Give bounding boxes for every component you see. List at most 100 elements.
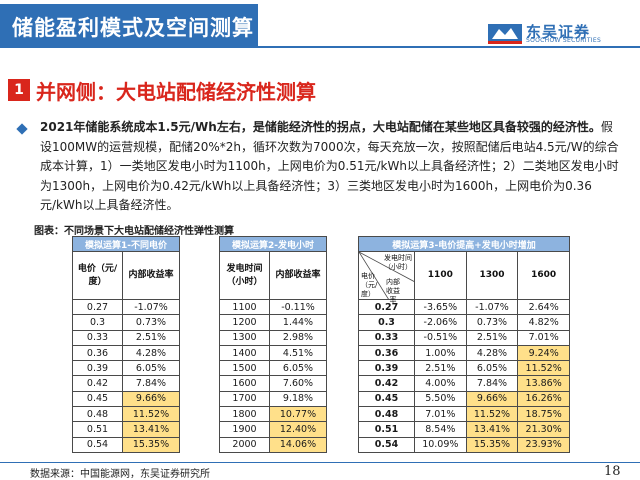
table-row: 0.39 6.05%: [72, 360, 180, 377]
irr-value: 4.51%: [269, 344, 327, 362]
row-label: 0.45: [72, 390, 123, 408]
row-label: 0.27: [72, 298, 123, 316]
irr-value: 11.52%: [465, 406, 519, 423]
irr-value: -0.51%: [414, 329, 467, 346]
table3-diag-irr: 内部收益率: [386, 278, 400, 304]
irr-value: -0.11%: [269, 298, 327, 316]
section-number-badge: 1: [8, 79, 30, 101]
irr-value: 10.09%: [414, 436, 467, 453]
data-source: 数据来源：中国能源网，东吴证券研究所: [30, 469, 210, 480]
table1-body: 0.27 -1.07% 0.3 0.73% 0.33 2.51% 0.36 4.28% 0.39…: [72, 298, 180, 453]
table-row: 0.45 5.50% 9.66% 16.26%: [358, 390, 570, 408]
table2-col-irr: 内部收益率: [269, 251, 327, 300]
irr-value: 4.00%: [414, 375, 467, 392]
header-divider: [258, 46, 640, 48]
table-row: 0.48 11.52%: [72, 406, 180, 423]
irr-value: 7.60%: [269, 375, 327, 392]
irr-value: 23.93%: [517, 436, 570, 453]
footer-divider: [0, 462, 640, 463]
table-row: 0.51 8.54% 13.41% 21.30%: [358, 421, 570, 438]
irr-value: 14.06%: [269, 436, 327, 453]
table3-body: 0.27 -3.65% -1.07% 2.64% 0.3 -2.06% 0.73% 4.82%…: [358, 298, 570, 453]
table-row: 0.36 4.28%: [72, 344, 180, 362]
paragraph-text: 假设100MW的运营规模，配储20%*2h，循环次数为7000次，每天充放一次，…: [40, 120, 619, 212]
page-number: 18: [604, 464, 621, 479]
irr-value: 9.24%: [517, 344, 570, 362]
table-row: 1900 12.40%: [219, 421, 327, 438]
simulation-table-combined: 模拟运算3-电价提高+发电小时增加 发电时间（小时） 内部收益率 电价（元/度）…: [358, 236, 570, 453]
row-label: 0.39: [358, 360, 415, 377]
table-row: 0.33 -0.51% 2.51% 7.01%: [358, 329, 570, 346]
body-paragraph: 2021年储能系统成本1.5元/Wh左右，是储能经济性的拐点，大电站配储在某些地…: [40, 118, 620, 216]
table-row: 0.27 -1.07%: [72, 298, 180, 316]
row-label: 0.33: [72, 329, 123, 346]
table3-col-1600: 1600: [517, 251, 570, 300]
row-label: 0.36: [358, 344, 415, 362]
table3-col-1300: 1300: [465, 251, 519, 300]
irr-value: 13.41%: [122, 421, 180, 438]
logo-mark-icon: [488, 24, 522, 44]
row-label: 0.3: [72, 314, 123, 331]
irr-value: 1.00%: [414, 344, 467, 362]
table-caption: 图表：不同场景下大电站配储经济性弹性测算: [34, 226, 234, 237]
irr-value: 7.84%: [122, 375, 180, 392]
table-row: 1200 1.44%: [219, 314, 327, 331]
table-row: 0.39 2.51% 6.05% 11.52%: [358, 360, 570, 377]
table-row: 0.51 13.41%: [72, 421, 180, 438]
irr-value: 6.05%: [465, 360, 519, 377]
logo-text-en: SOOCHOW SECURITIES: [526, 37, 602, 44]
table3-diagonal-header: 发电时间（小时） 内部收益率 电价（元/度）: [358, 251, 415, 304]
irr-value: 13.86%: [517, 375, 570, 392]
table-row: 1100 -0.11%: [219, 298, 327, 316]
irr-value: 18.75%: [517, 406, 570, 423]
irr-value: 8.54%: [414, 421, 467, 438]
irr-value: 6.05%: [269, 360, 327, 377]
irr-value: -3.65%: [414, 298, 467, 316]
row-label: 0.48: [72, 406, 123, 423]
table3-diag-hours: 发电时间（小时）: [384, 254, 412, 271]
table-row: 0.36 1.00% 4.28% 9.24%: [358, 344, 570, 362]
row-label: 0.33: [358, 329, 415, 346]
table2-body: 1100 -0.11% 1200 1.44% 1300 2.98% 1400 4.51% 150…: [219, 298, 327, 453]
table3-diag-price: 电价（元/度）: [361, 272, 378, 298]
irr-value: -2.06%: [414, 314, 467, 331]
table2-col-hours: 发电时间（小时）: [219, 251, 270, 300]
irr-value: -1.07%: [465, 298, 519, 316]
row-label: 1500: [219, 360, 270, 377]
table-row: 1500 6.05%: [219, 360, 327, 377]
row-label: 1800: [219, 406, 270, 423]
irr-value: 10.77%: [269, 406, 327, 423]
irr-value: 13.41%: [465, 421, 519, 438]
row-label: 0.48: [358, 406, 415, 423]
irr-value: 4.82%: [517, 314, 570, 331]
table-row: 1600 7.60%: [219, 375, 327, 392]
simulation-table-price: 模拟运算1-不同电价 电价（元/度） 内部收益率 0.27 -1.07% 0.3 0.…: [72, 236, 180, 453]
table-row: 2000 14.06%: [219, 436, 327, 453]
irr-value: 15.35%: [122, 436, 180, 453]
row-label: 1300: [219, 329, 270, 346]
irr-value: 11.52%: [122, 406, 180, 423]
irr-value: 2.98%: [269, 329, 327, 346]
row-label: 0.36: [72, 344, 123, 362]
irr-value: 2.51%: [122, 329, 180, 346]
row-label: 0.3: [358, 314, 415, 331]
irr-value: 7.84%: [465, 375, 519, 392]
row-label: 1600: [219, 375, 270, 392]
irr-value: 2.51%: [414, 360, 467, 377]
table-row: 0.42 7.84%: [72, 375, 180, 392]
row-label: 0.51: [358, 421, 415, 438]
logo-text-cn: 东吴证券: [526, 23, 591, 41]
irr-value: 15.35%: [465, 436, 519, 453]
table3-col-1100: 1100: [414, 251, 467, 300]
table-row: 0.54 10.09% 15.35% 23.93%: [358, 436, 570, 453]
row-label: 0.42: [358, 375, 415, 392]
irr-value: -1.07%: [122, 298, 180, 316]
row-label: 1100: [219, 298, 270, 316]
simulation-table-hours: 模拟运算2-发电小时 发电时间（小时） 内部收益率 1100 -0.11% 1200…: [219, 236, 327, 453]
irr-value: 7.01%: [517, 329, 570, 346]
section-title: 并网侧：大电站配储经济性测算: [36, 80, 316, 104]
irr-value: 0.73%: [465, 314, 519, 331]
table-row: 0.3 -2.06% 0.73% 4.82%: [358, 314, 570, 331]
row-label: 0.39: [72, 360, 123, 377]
irr-value: 0.73%: [122, 314, 180, 331]
